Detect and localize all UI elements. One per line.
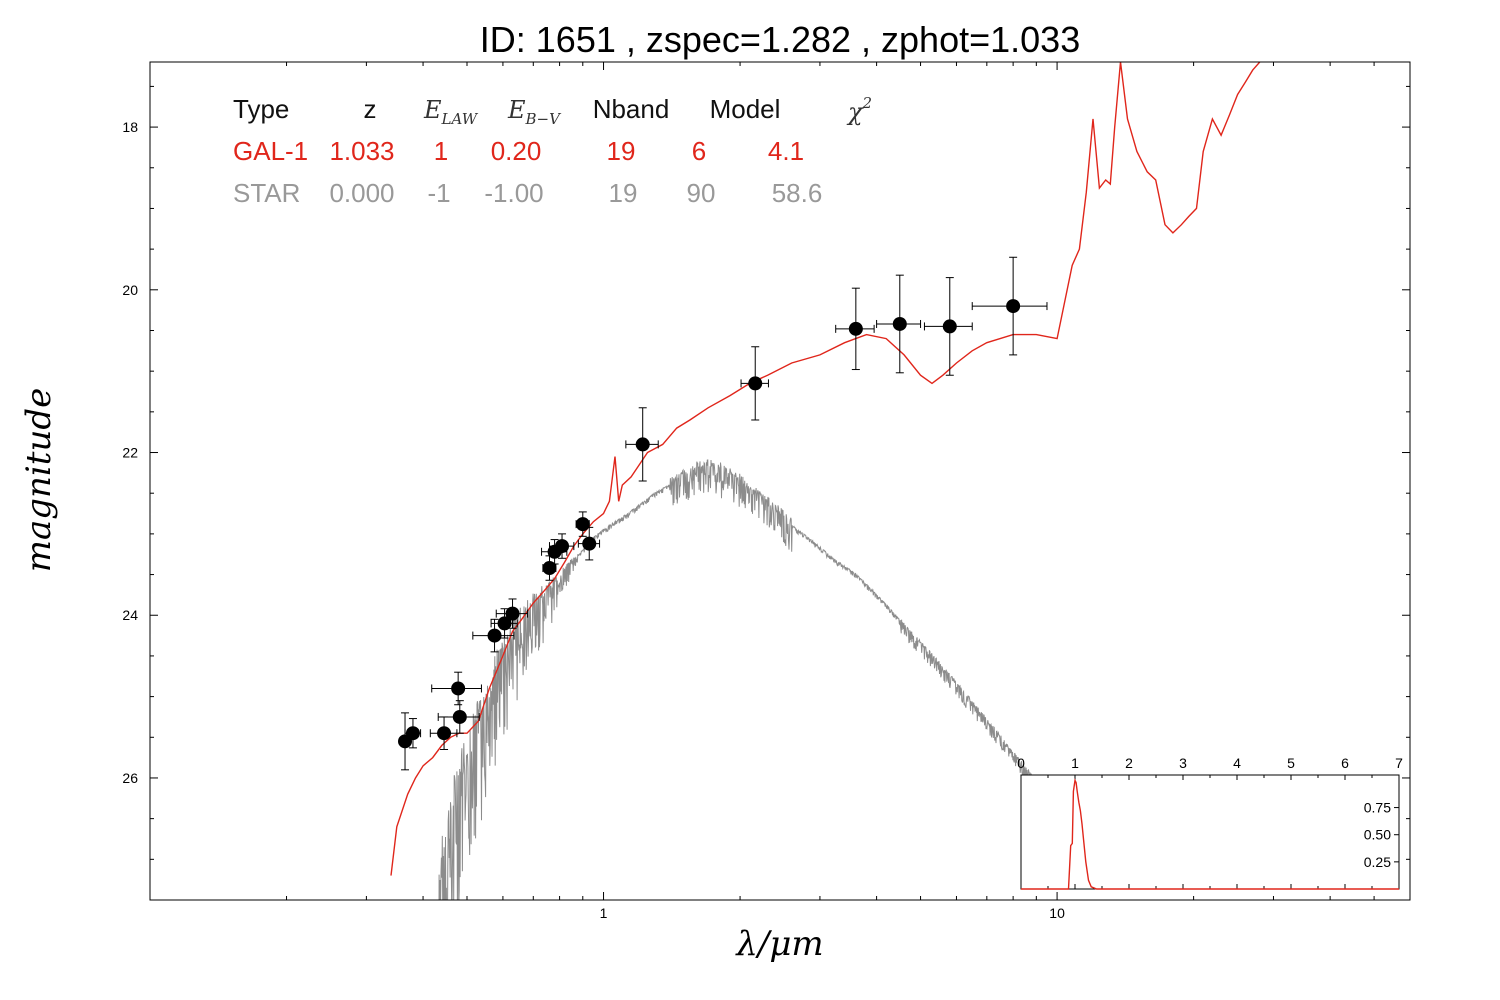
inset-x-tick-label: 3 xyxy=(1179,755,1187,771)
x-tick-label: 1 xyxy=(600,905,608,921)
gal-elaw: 1 xyxy=(434,136,448,166)
fit-table: Type z ELAW EB−V Nband Model χ2 GAL-1 1.… xyxy=(233,94,872,208)
chart-title: ID: 1651 , zspec=1.282 , zphot=1.033 xyxy=(480,19,1080,60)
star-ebv: -1.00 xyxy=(484,178,543,208)
photometry-point xyxy=(495,598,529,629)
inset-x-axis: 0 1 2 3 4 5 6 7 xyxy=(1017,755,1403,889)
star-nband: 19 xyxy=(609,178,638,208)
inset-plot xyxy=(1021,778,1399,890)
x-axis: 1 10 xyxy=(149,62,1411,921)
photometry-marker xyxy=(582,536,597,551)
hdr-ebv: EB−V xyxy=(507,96,562,128)
pdf-z-line xyxy=(1021,778,1399,890)
photometry-marker xyxy=(1006,299,1021,314)
hdr-nband: Nband xyxy=(593,94,670,124)
photometry-marker xyxy=(575,517,590,532)
gal-chi2: 4.1 xyxy=(768,136,804,166)
photometry-point xyxy=(876,274,922,374)
x-tick-label: 10 xyxy=(1049,905,1065,921)
star-template-line xyxy=(438,459,1076,900)
photometry-marker xyxy=(451,681,466,696)
hdr-type: Type xyxy=(233,94,289,124)
photometry-marker xyxy=(437,726,452,741)
hdr-elaw: ELAW xyxy=(423,96,479,128)
inset-y-axis: 0.25 0.50 0.75 xyxy=(1364,800,1399,870)
photometry-point xyxy=(835,287,875,371)
y-tick-label: 24 xyxy=(122,607,138,623)
x-axis-label: λ/μm xyxy=(734,924,823,964)
photometry-marker xyxy=(542,561,557,576)
photometry-point xyxy=(429,716,458,750)
inset-y-tick-label: 0.25 xyxy=(1364,854,1391,870)
hdr-chi2: χ2 xyxy=(846,94,872,126)
star-chi2: 58.6 xyxy=(772,178,823,208)
inset-x-tick-label: 4 xyxy=(1233,755,1241,771)
plot-area xyxy=(390,62,1261,900)
gal-model: 6 xyxy=(692,136,706,166)
gal-nband: 19 xyxy=(607,136,636,166)
photometry-marker xyxy=(848,321,863,336)
photometry-marker xyxy=(505,606,520,621)
photometry-marker xyxy=(942,319,957,334)
photometry-marker xyxy=(405,726,420,741)
photometry-marker xyxy=(892,316,907,331)
inset-x-tick-label: 6 xyxy=(1341,755,1349,771)
inset-x-tick-label: 0 xyxy=(1017,755,1025,771)
photometry-marker xyxy=(497,616,512,631)
inset-x-tick-label: 1 xyxy=(1071,755,1079,771)
photometry-point xyxy=(472,618,515,653)
photometry-point xyxy=(923,277,973,376)
photometry-point xyxy=(404,718,422,749)
galaxy-template-line xyxy=(390,62,1261,876)
y-tick-label: 20 xyxy=(122,282,138,298)
photometry-point xyxy=(548,533,575,559)
star-elaw: -1 xyxy=(427,178,450,208)
star-type: STAR xyxy=(233,178,300,208)
gal-type: GAL-1 xyxy=(233,136,308,166)
gal-z: 1.033 xyxy=(329,136,394,166)
star-z: 0.000 xyxy=(329,178,394,208)
y-tick-label: 22 xyxy=(122,445,138,461)
y-axis-label: magnitude xyxy=(19,388,59,573)
inset-y-tick-label: 0.50 xyxy=(1364,827,1391,843)
photometry-point xyxy=(398,712,413,771)
photometry-point xyxy=(575,511,590,537)
photometry-point xyxy=(625,407,659,482)
hdr-model: Model xyxy=(710,94,781,124)
inset-y-tick-label: 0.75 xyxy=(1364,800,1391,816)
photometry-point xyxy=(740,346,769,421)
photometry-point xyxy=(577,526,601,561)
photometry-marker xyxy=(635,437,650,452)
photometry-marker xyxy=(555,539,570,554)
inset-x-tick-label: 7 xyxy=(1395,755,1403,771)
inset-x-tick-label: 5 xyxy=(1287,755,1295,771)
y-tick-label: 26 xyxy=(122,770,138,786)
star-model: 90 xyxy=(687,178,716,208)
inset-pdf: 0 1 2 3 4 5 6 7 0.25 0.50 0.75 xyxy=(1017,755,1403,890)
inset-x-tick-label: 2 xyxy=(1125,755,1133,771)
photometry-point xyxy=(437,700,480,734)
y-tick-label: 18 xyxy=(122,119,138,135)
gal-ebv: 0.20 xyxy=(491,136,542,166)
photometry-marker xyxy=(452,709,467,724)
photometry-point xyxy=(490,608,518,639)
photometry-point xyxy=(431,671,482,706)
photometry-marker xyxy=(487,628,502,643)
photometry-marker xyxy=(748,376,763,391)
photometry-point xyxy=(971,256,1048,356)
hdr-z: z xyxy=(364,94,377,124)
plot-frame xyxy=(149,61,1411,901)
